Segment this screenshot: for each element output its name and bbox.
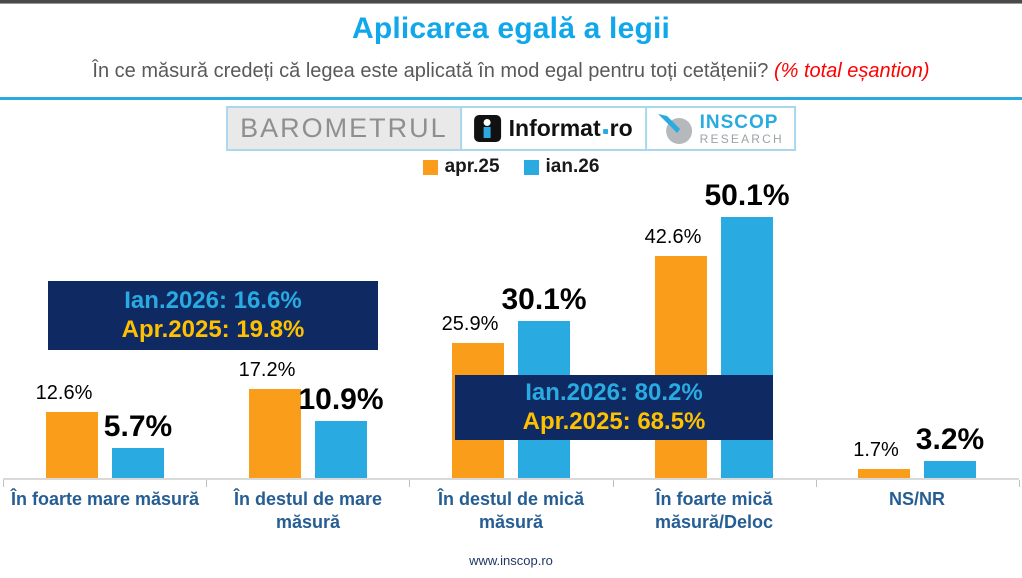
subtitle-question: În ce măsură credeți că legea este aplic… — [92, 60, 769, 82]
legend-swatch-icon — [523, 159, 539, 175]
bar-ian26-cat2 — [315, 421, 367, 478]
subtitle-note: (% total eșantion) — [773, 60, 930, 82]
inscop-logo: INSCOP RESEARCH — [644, 108, 794, 149]
subtitle: În ce măsură credeți că legea este aplic… — [0, 60, 1022, 83]
annotation-line-apr2025: Apr.2025: 19.8% — [121, 315, 305, 343]
footer-url: www.inscop.ro — [469, 553, 553, 568]
category-label-5: NS/NR — [888, 489, 945, 509]
informat-i-icon — [473, 115, 501, 142]
axis-tick-3 — [613, 480, 614, 487]
barometrul-logo: BAROMETRUL — [228, 108, 462, 149]
category-label-1: În foarte mare măsură — [10, 489, 200, 509]
axis-tick-4 — [816, 480, 817, 487]
annotation-line-ian2026: Ian.2026: 80.2% — [525, 378, 703, 406]
category-label-4: În foarte mică măsură/Deloc — [654, 489, 774, 533]
value-label-ian26-cat3: 30.1% — [501, 283, 587, 316]
legend-item-ian26: ian.26 — [523, 156, 600, 178]
annotation-box-1: Ian.2026: 16.6% Apr.2025: 19.8% — [48, 281, 378, 350]
bar-apr25-cat5 — [858, 469, 910, 478]
annotation-line-ian2026: Ian.2026: 16.6% — [124, 286, 302, 314]
axis-tick-5 — [1019, 480, 1020, 487]
informat-name: Informat — [508, 115, 601, 141]
barometrul-text: BAROMETRUL — [240, 113, 448, 143]
bar-apr25-cat1 — [46, 412, 98, 478]
value-label-apr25-cat1: 12.6% — [35, 382, 93, 404]
inscop-research: RESEARCH — [699, 131, 784, 146]
bar-ian26-cat1 — [112, 448, 164, 478]
value-label-ian26-cat4: 50.1% — [704, 179, 790, 212]
x-axis-line — [3, 478, 1019, 480]
inscop-compass-icon — [657, 113, 692, 144]
annotation-line-apr2025: Apr.2025: 68.5% — [522, 407, 706, 435]
axis-tick-2 — [409, 480, 410, 487]
bar-apr25-cat4 — [655, 256, 707, 478]
value-label-apr25-cat5: 1.7% — [853, 439, 899, 461]
bar-apr25-cat2 — [249, 389, 301, 478]
value-label-apr25-cat4: 42.6% — [644, 226, 702, 248]
inscop-name: INSCOP — [699, 111, 779, 133]
informat-logo: Informat ro — [462, 108, 645, 149]
informat-tld: ro — [609, 115, 633, 141]
informat-dot-icon — [602, 129, 608, 134]
page-title: Aplicarea egală a legii — [351, 12, 671, 45]
axis-tick-0 — [3, 480, 4, 487]
category-label-3: În destul de mică măsură — [437, 489, 585, 533]
legend-label: apr.25 — [444, 156, 500, 177]
inscop-wordmark: INSCOP RESEARCH — [700, 113, 784, 145]
legend-label: ian.26 — [545, 156, 600, 177]
annotation-box-2: Ian.2026: 80.2% Apr.2025: 68.5% — [455, 375, 773, 440]
category-label-2: În destul de mare măsură — [233, 489, 383, 533]
chart-legend: apr.25 ian.26 — [0, 156, 1022, 178]
value-label-apr25-cat2: 17.2% — [238, 359, 296, 381]
top-bar — [0, 0, 1022, 4]
header-divider — [0, 97, 1022, 100]
informat-wordmark: Informat ro — [509, 115, 633, 142]
legend-item-apr25: apr.25 — [422, 156, 500, 178]
value-label-ian26-cat5: 3.2% — [915, 423, 985, 456]
logo-banner: BAROMETRUL Informat ro INSCOP RESEARCH — [226, 106, 796, 151]
value-label-ian26-cat1: 5.7% — [103, 410, 173, 443]
legend-swatch-icon — [422, 159, 438, 175]
axis-tick-1 — [206, 480, 207, 487]
value-label-apr25-cat3: 25.9% — [441, 313, 499, 335]
bar-ian26-cat5 — [924, 461, 976, 478]
value-label-ian26-cat2: 10.9% — [298, 383, 384, 416]
